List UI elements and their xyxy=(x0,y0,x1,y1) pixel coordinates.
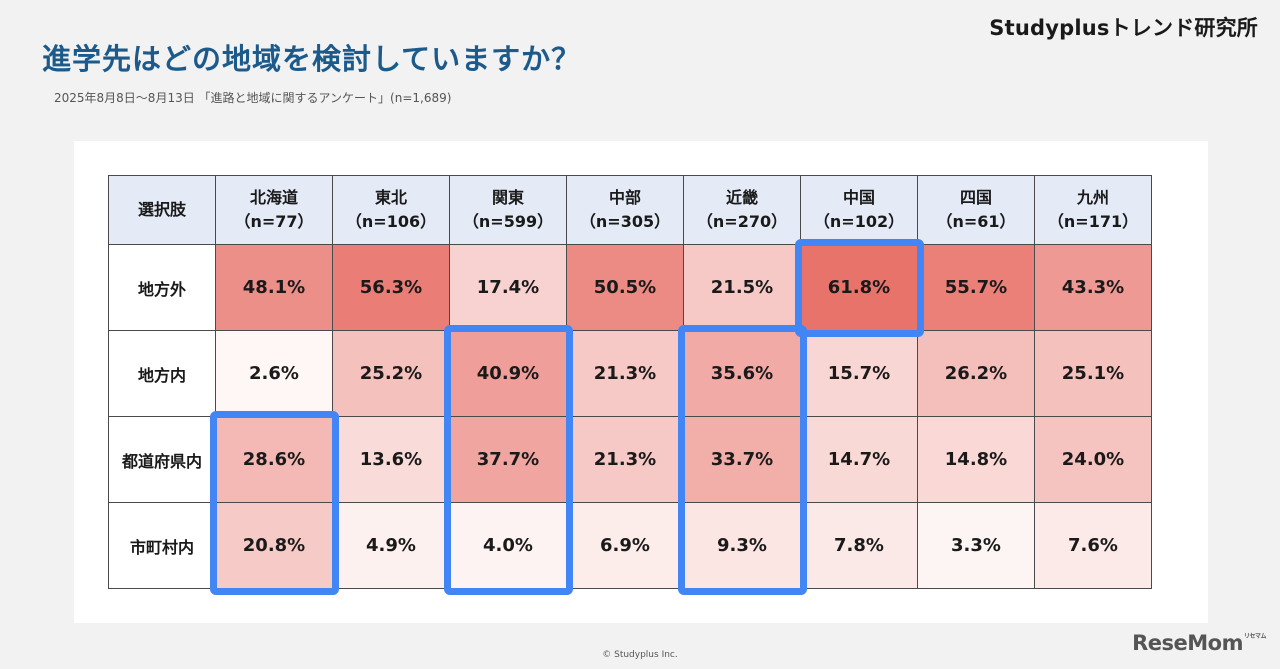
heat-cell: 61.8% xyxy=(800,244,918,331)
heat-cell: 50.5% xyxy=(566,244,684,331)
heat-cell: 6.9% xyxy=(566,502,684,589)
heat-cell: 7.8% xyxy=(800,502,918,589)
heat-cell: 4.0% xyxy=(449,502,567,589)
column-n: （n=171） xyxy=(1047,212,1139,231)
row-label: 市町村内 xyxy=(108,502,216,589)
logo-subtext: リセマム xyxy=(1243,633,1267,640)
table-row: 都道府県内 28.6% 13.6% 37.7% 21.3% 33.7% 14.7% 14.8%… xyxy=(108,416,1152,503)
page-title: 進学先はどの地域を検討していますか？ xyxy=(42,42,582,76)
heat-cell: 25.2% xyxy=(332,330,450,417)
heat-cell: 35.6% xyxy=(683,330,801,417)
heatmap-table: 選択肢 北海道 （n=77） 東北 （n=106） 関東 （n=599） 中部 （n=3… xyxy=(108,175,1152,589)
corner-header: 選択肢 xyxy=(108,175,216,245)
heat-cell: 9.3% xyxy=(683,502,801,589)
column-n: （n=77） xyxy=(234,212,314,231)
table-row: 地方外 48.1% 56.3% 17.4% 50.5% 21.5% 61.8% 55.7% 43… xyxy=(108,244,1152,331)
heat-cell: 15.7% xyxy=(800,330,918,417)
heat-cell: 56.3% xyxy=(332,244,450,331)
column-header: 近畿 （n=270） xyxy=(683,175,801,245)
column-n: （n=270） xyxy=(696,212,788,231)
column-name: 四国 xyxy=(959,188,992,207)
column-name: 九州 xyxy=(1076,188,1109,207)
survey-subtitle: 2025年8月8日～8月13日 「進路と地域に関するアンケート」(n=1,689… xyxy=(54,91,452,105)
heat-cell: 40.9% xyxy=(449,330,567,417)
heat-cell: 13.6% xyxy=(332,416,450,503)
column-header: 中国 （n=102） xyxy=(800,175,918,245)
heat-cell: 2.6% xyxy=(215,330,333,417)
column-name: 中部 xyxy=(608,188,641,207)
heat-cell: 33.7% xyxy=(683,416,801,503)
heat-cell: 21.3% xyxy=(566,330,684,417)
header-row: 選択肢 北海道 （n=77） 東北 （n=106） 関東 （n=599） 中部 （n=3… xyxy=(108,175,1152,245)
column-header: 北海道 （n=77） xyxy=(215,175,333,245)
heat-cell: 55.7% xyxy=(917,244,1035,331)
heat-cell: 7.6% xyxy=(1034,502,1152,589)
brand-logo: Studyplusトレンド研究所 xyxy=(989,16,1258,40)
resemom-logo: ReseMomリセマム xyxy=(1132,631,1266,655)
column-n: （n=599） xyxy=(462,212,554,231)
column-header: 中部 （n=305） xyxy=(566,175,684,245)
column-name: 関東 xyxy=(491,188,524,207)
table-row: 市町村内 20.8% 4.9% 4.0% 6.9% 9.3% 7.8% 3.3% 7.6% xyxy=(108,502,1152,589)
column-n: （n=106） xyxy=(345,212,437,231)
row-label: 地方外 xyxy=(108,244,216,331)
column-header: 関東 （n=599） xyxy=(449,175,567,245)
heat-cell: 24.0% xyxy=(1034,416,1152,503)
logo-text: ReseMom xyxy=(1132,631,1243,655)
column-name: 近畿 xyxy=(725,188,758,207)
heat-cell: 37.7% xyxy=(449,416,567,503)
column-header: 東北 （n=106） xyxy=(332,175,450,245)
column-header: 九州 （n=171） xyxy=(1034,175,1152,245)
heat-cell: 17.4% xyxy=(449,244,567,331)
heat-cell: 4.9% xyxy=(332,502,450,589)
heat-cell: 14.8% xyxy=(917,416,1035,503)
column-n: （n=102） xyxy=(813,212,905,231)
column-name: 北海道 xyxy=(249,188,298,207)
row-label: 地方内 xyxy=(108,330,216,417)
heat-cell: 21.3% xyxy=(566,416,684,503)
column-n: （n=61） xyxy=(936,212,1016,231)
heat-cell: 26.2% xyxy=(917,330,1035,417)
heat-cell: 28.6% xyxy=(215,416,333,503)
heat-cell: 14.7% xyxy=(800,416,918,503)
heat-cell: 3.3% xyxy=(917,502,1035,589)
copyright-text: © Studyplus Inc. xyxy=(602,650,678,660)
row-label: 都道府県内 xyxy=(108,416,216,503)
heat-cell: 20.8% xyxy=(215,502,333,589)
heat-cell: 25.1% xyxy=(1034,330,1152,417)
heat-cell: 21.5% xyxy=(683,244,801,331)
column-n: （n=305） xyxy=(579,212,671,231)
column-name: 中国 xyxy=(842,188,875,207)
heat-cell: 43.3% xyxy=(1034,244,1152,331)
heat-cell: 48.1% xyxy=(215,244,333,331)
column-name: 東北 xyxy=(374,188,407,207)
table-row: 地方内 2.6% 25.2% 40.9% 21.3% 35.6% 15.7% 26.2% 25.… xyxy=(108,330,1152,417)
column-header: 四国 （n=61） xyxy=(917,175,1035,245)
